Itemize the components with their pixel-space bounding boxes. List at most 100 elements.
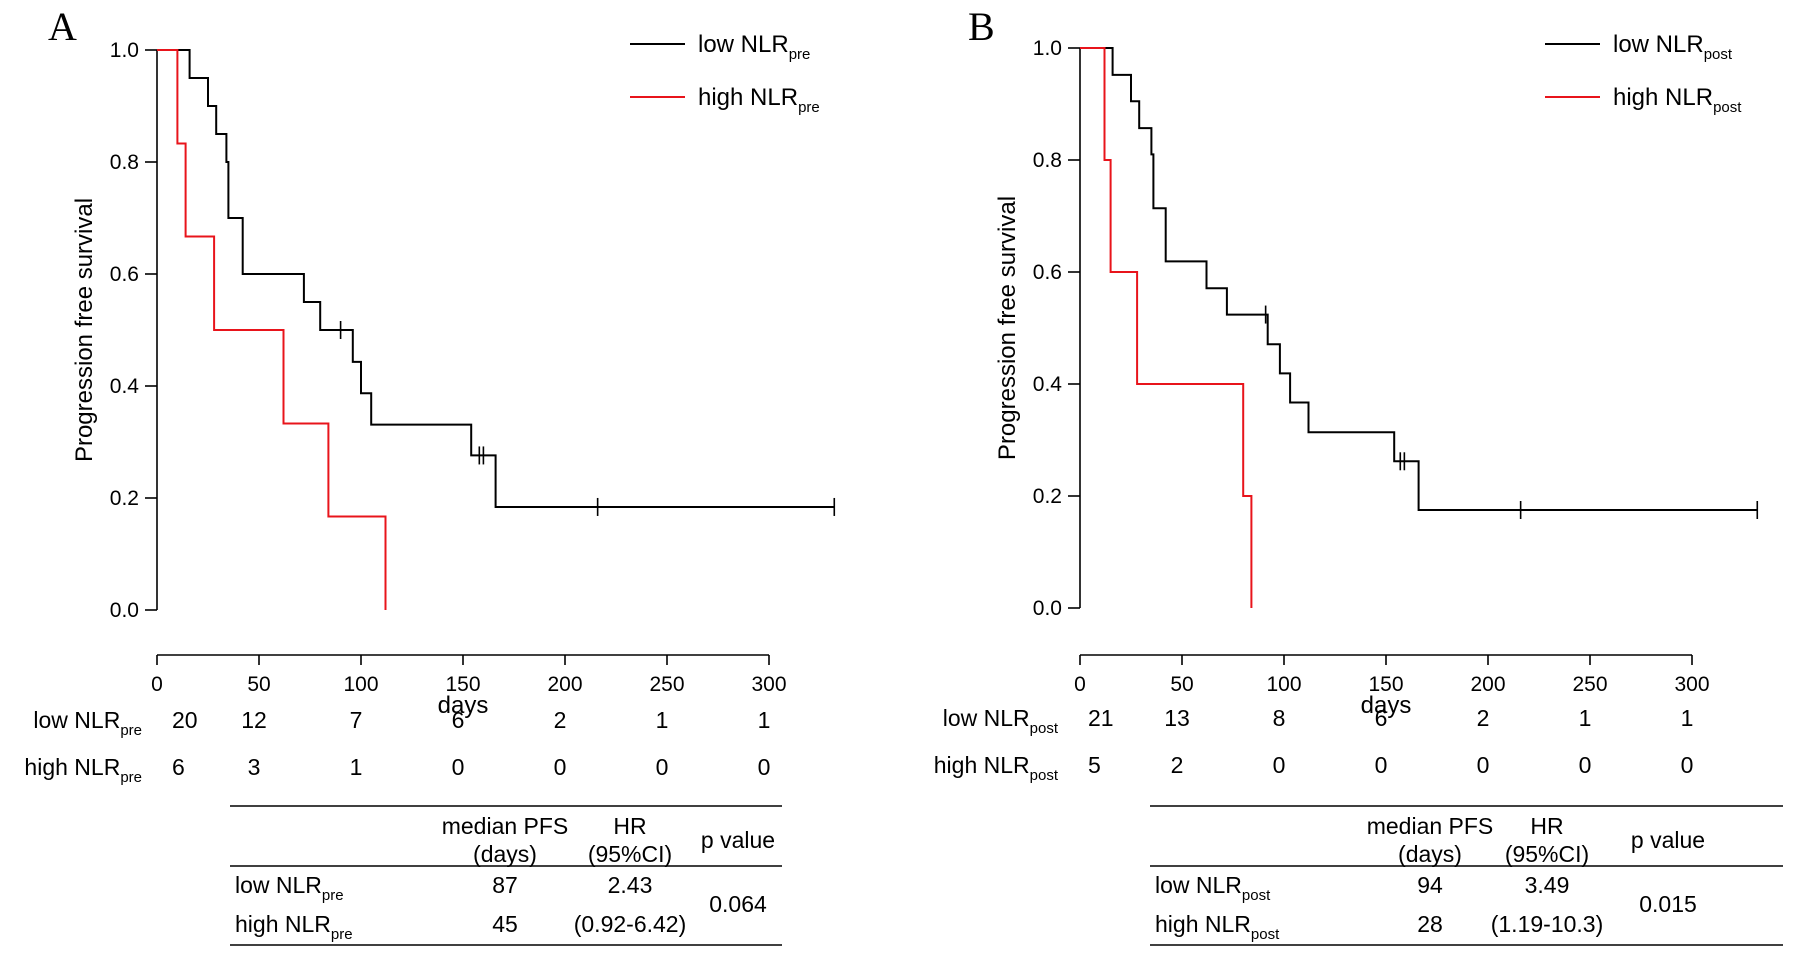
risk-count: 7: [350, 707, 363, 733]
risk-row-label: low NLRpre: [33, 707, 142, 739]
summary-header: HR: [1530, 813, 1563, 839]
panel-letter: A: [48, 4, 77, 49]
legend-entry-subscript: post: [1704, 46, 1733, 63]
summary-hr: 2.43: [608, 872, 653, 898]
legend-entry-subscript: pre: [798, 99, 820, 116]
risk-count: 0: [554, 754, 567, 780]
summary-header: median PFS: [1367, 813, 1494, 839]
summary-hr: 3.49: [1525, 872, 1570, 898]
risk-count: 0: [1375, 752, 1388, 778]
legend-entry: low NLRpre: [698, 31, 810, 63]
legend-entry: high NLRpost: [1613, 84, 1742, 116]
legend-entry-main: low NLR: [698, 31, 789, 58]
panel-letter: B: [968, 4, 995, 49]
y-tick-label: 0.6: [110, 263, 139, 286]
legend-entry-subscript: pre: [789, 46, 811, 63]
risk-count: 12: [241, 707, 267, 733]
summary-row-label-subscript: pre: [331, 926, 353, 943]
summary-header: (95%CI): [1505, 841, 1589, 867]
legend-entry-subscript: post: [1713, 99, 1742, 116]
risk-count: 2: [554, 707, 567, 733]
risk-count: 21: [1088, 705, 1114, 731]
x-tick-label: 0: [1074, 673, 1086, 696]
risk-count: 5: [1088, 752, 1101, 778]
risk-count: 1: [758, 707, 771, 733]
risk-row-label-main: high NLR: [24, 754, 120, 780]
legend-entry-main: high NLR: [698, 84, 798, 111]
risk-count: 1: [1681, 705, 1694, 731]
low-nlr-curve: [157, 49, 835, 508]
x-tick-label: 200: [1470, 673, 1505, 696]
risk-row-label-subscript: post: [1030, 767, 1059, 784]
y-tick-label: 0.2: [1033, 485, 1062, 508]
risk-count: 1: [656, 707, 669, 733]
risk-row-label: high NLRpost: [934, 752, 1059, 784]
summary-median: 87: [492, 872, 518, 898]
risk-row-label-subscript: pre: [120, 722, 142, 739]
summary-header: median PFS: [442, 813, 569, 839]
x-tick-label: 100: [1266, 673, 1301, 696]
summary-header: p value: [1631, 827, 1705, 853]
x-tick-label: 50: [1170, 673, 1193, 696]
summary-header: (days): [473, 841, 537, 867]
risk-row-label: high NLRpre: [24, 754, 142, 786]
risk-row-label-main: low NLR: [33, 707, 120, 733]
risk-count: 6: [452, 707, 465, 733]
y-tick-label: 0.2: [110, 487, 139, 510]
x-tick-label: 300: [1674, 673, 1709, 696]
summary-header: (95%CI): [588, 841, 672, 867]
x-tick-label: 150: [1368, 673, 1403, 696]
summary-hr: (0.92-6.42): [574, 911, 687, 937]
y-tick-label: 0.6: [1033, 261, 1062, 284]
summary-header: (days): [1398, 841, 1462, 867]
x-tick-label: 250: [1572, 673, 1607, 696]
y-tick-label: 0.8: [1033, 149, 1062, 172]
risk-count: 2: [1477, 705, 1490, 731]
panel-b: B 0.0 0.2 0.4 0.6 0.8 1.0 Progression free surv…: [934, 4, 1783, 946]
panel-a: A 0.0 0.2 0.4 0.6 0.8 1.0 Progression free surv…: [24, 4, 836, 946]
x-tick-label: 250: [649, 673, 684, 696]
risk-row-label: low NLRpost: [943, 705, 1059, 737]
x-tick-label: 0: [151, 673, 163, 696]
summary-row-label-main: high NLR: [1155, 911, 1251, 937]
risk-row-label-main: low NLR: [943, 705, 1030, 731]
x-tick-label: 200: [547, 673, 582, 696]
risk-count: 2: [1171, 752, 1184, 778]
y-axis-title: Progression free survival: [994, 196, 1021, 460]
low-nlr-curve: [1080, 47, 1758, 511]
y-tick-label: 0.0: [110, 599, 139, 622]
summary-row-label: high NLRpost: [1155, 911, 1280, 943]
legend-entry-main: low NLR: [1613, 31, 1704, 58]
summary-header: p value: [701, 827, 775, 853]
risk-count: 0: [1273, 752, 1286, 778]
legend-entry-main: high NLR: [1613, 84, 1713, 111]
risk-row-label-subscript: post: [1030, 720, 1059, 737]
y-tick-label: 1.0: [110, 39, 139, 62]
summary-row-label: high NLRpre: [235, 911, 353, 943]
risk-row-label-main: high NLR: [934, 752, 1030, 778]
y-tick-label: 0.4: [110, 375, 140, 398]
summary-row-label-subscript: post: [1242, 887, 1271, 904]
summary-header: HR: [613, 813, 646, 839]
summary-median: 94: [1417, 872, 1443, 898]
y-axis-title: Progression free survival: [71, 198, 98, 462]
risk-count: 0: [656, 754, 669, 780]
legend-entry: low NLRpost: [1613, 31, 1733, 63]
risk-count: 0: [1579, 752, 1592, 778]
risk-count: 20: [172, 707, 198, 733]
y-tick-label: 0.8: [110, 151, 139, 174]
risk-count: 0: [758, 754, 771, 780]
risk-count: 8: [1273, 705, 1286, 731]
risk-count: 6: [172, 754, 185, 780]
summary-median: 45: [492, 911, 518, 937]
x-axis-title: days: [438, 692, 489, 719]
x-tick-label: 50: [247, 673, 270, 696]
summary-row-label-subscript: pre: [322, 887, 344, 904]
summary-row-label: low NLRpost: [1155, 872, 1271, 904]
risk-count: 1: [350, 754, 363, 780]
risk-count: 6: [1375, 705, 1388, 731]
summary-row-label-subscript: post: [1251, 926, 1280, 943]
risk-row-label-subscript: pre: [120, 769, 142, 786]
summary-row-label-main: low NLR: [235, 872, 322, 898]
summary-row-label-main: high NLR: [235, 911, 331, 937]
